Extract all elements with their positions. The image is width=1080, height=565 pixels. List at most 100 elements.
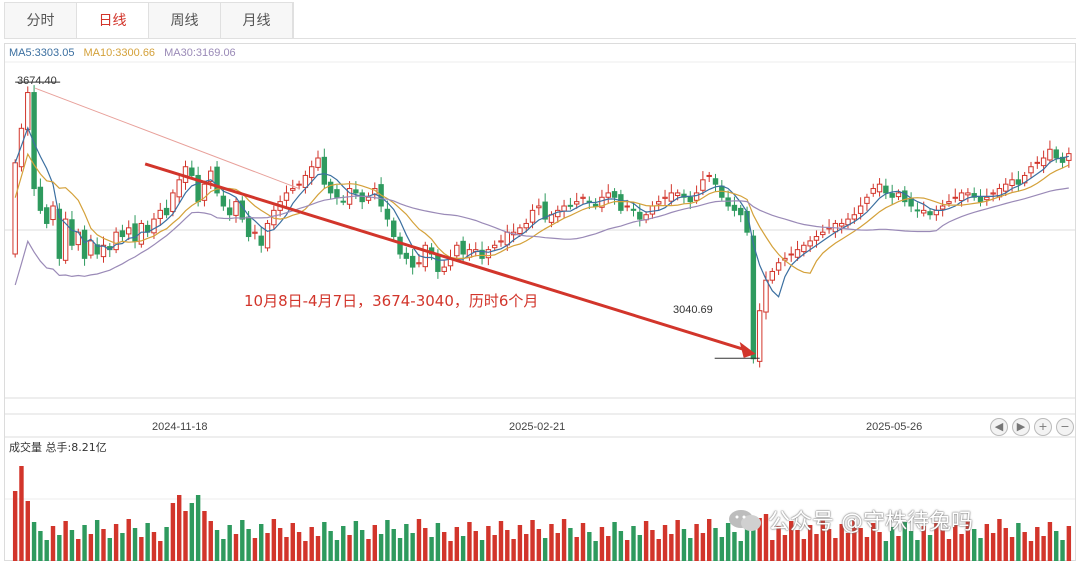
volume-bar bbox=[1016, 523, 1021, 561]
volume-bar bbox=[902, 522, 908, 561]
candle-body bbox=[838, 222, 845, 227]
volume-bar bbox=[997, 519, 1002, 561]
candle-body bbox=[441, 266, 447, 272]
volume-bar bbox=[410, 533, 415, 561]
volume-bar bbox=[606, 536, 611, 561]
candle-body bbox=[605, 192, 611, 198]
volume-label: 成交量 总手:8.21亿 bbox=[9, 441, 107, 454]
candle-body bbox=[422, 244, 428, 268]
tab-monthly[interactable]: 月线 bbox=[221, 3, 293, 39]
volume-bar bbox=[662, 525, 668, 561]
volume-bar bbox=[934, 521, 939, 561]
volume-bar bbox=[284, 537, 289, 561]
volume-bar bbox=[637, 535, 643, 561]
candle-body bbox=[599, 196, 605, 208]
volume-bar bbox=[309, 527, 314, 561]
candle-body bbox=[163, 207, 170, 216]
volume-bar bbox=[82, 525, 87, 561]
volume-bar bbox=[473, 531, 478, 561]
volume-bar bbox=[404, 524, 409, 561]
candle-body bbox=[170, 192, 176, 212]
volume-bar bbox=[94, 520, 100, 561]
volume-bar bbox=[277, 528, 283, 561]
candle-body bbox=[965, 192, 971, 196]
zoom-in-button[interactable]: + bbox=[1034, 418, 1052, 436]
candle-body bbox=[435, 254, 441, 272]
volume-bar bbox=[877, 532, 882, 561]
candle-body bbox=[731, 204, 738, 211]
candle-body bbox=[914, 209, 921, 212]
candle-body bbox=[416, 262, 422, 265]
candle-body bbox=[359, 192, 365, 203]
volume-bar bbox=[593, 541, 598, 561]
volume-bar bbox=[492, 535, 497, 561]
volume-bar bbox=[246, 529, 251, 561]
volume-bar bbox=[435, 523, 441, 561]
volume-bar bbox=[296, 532, 302, 561]
candle-body bbox=[813, 236, 820, 241]
volume-bar bbox=[1066, 526, 1072, 561]
volume-bar bbox=[530, 520, 535, 561]
candle-body bbox=[902, 190, 908, 203]
candle-body bbox=[895, 192, 902, 198]
candle-body bbox=[927, 211, 933, 216]
candle-body bbox=[308, 166, 315, 178]
volume-bar bbox=[151, 532, 157, 561]
candle-body bbox=[43, 207, 50, 224]
candle-body bbox=[245, 216, 252, 238]
volume-bar bbox=[776, 526, 781, 561]
volume-bar bbox=[271, 519, 277, 561]
candle-body bbox=[94, 244, 100, 255]
volume-bar bbox=[700, 533, 706, 561]
volume-bar bbox=[189, 503, 195, 561]
candle-body bbox=[971, 193, 977, 198]
trend-annotation: 10月8日-4月7日，3674-3040，历时6个月 bbox=[244, 292, 539, 310]
volume-bar bbox=[38, 531, 43, 561]
volume-bar bbox=[517, 525, 523, 561]
volume-bar bbox=[454, 527, 460, 561]
candle-body bbox=[775, 262, 782, 271]
candle-body bbox=[693, 192, 700, 201]
volume-bar bbox=[107, 538, 113, 561]
scroll-right-button[interactable]: ▶ bbox=[1012, 418, 1030, 436]
volume-bar bbox=[25, 501, 30, 561]
volume-bar bbox=[170, 503, 176, 561]
zoom-out-button[interactable]: − bbox=[1056, 418, 1074, 436]
volume-bar bbox=[391, 529, 396, 561]
candle-body bbox=[69, 219, 75, 246]
candle-body bbox=[498, 240, 504, 243]
volume-bar bbox=[233, 534, 239, 561]
volume-bar bbox=[120, 533, 125, 561]
tab-daily[interactable]: 日线 bbox=[77, 3, 149, 39]
ma10-line bbox=[14, 152, 1070, 274]
candle-body bbox=[321, 156, 328, 185]
scroll-left-button[interactable]: ◀ bbox=[990, 418, 1008, 436]
volume-bar bbox=[158, 541, 163, 561]
tab-weekly[interactable]: 周线 bbox=[149, 3, 221, 39]
volume-bar bbox=[63, 521, 68, 561]
candle-body bbox=[290, 188, 296, 191]
volume-bar bbox=[751, 522, 756, 561]
volume-bar bbox=[757, 518, 762, 561]
candle-body bbox=[794, 249, 801, 258]
volume-bar bbox=[871, 523, 876, 561]
volume-bar bbox=[915, 540, 920, 561]
candle-body bbox=[37, 186, 44, 211]
volume-bar bbox=[650, 530, 655, 561]
volume-bar bbox=[580, 523, 586, 561]
volume-bar bbox=[511, 539, 516, 561]
x-tick-label: 2025-05-26 bbox=[866, 421, 923, 433]
candle-body bbox=[176, 179, 182, 198]
candle-body bbox=[624, 205, 630, 208]
candle-body bbox=[561, 205, 567, 212]
tab-intraday[interactable]: 分时 bbox=[5, 3, 77, 39]
candle-body bbox=[668, 192, 675, 202]
ma10-label: MA10:3300.66 bbox=[83, 47, 156, 59]
volume-bar bbox=[795, 530, 800, 561]
volume-bar bbox=[1022, 532, 1027, 561]
volume-bar bbox=[524, 534, 529, 561]
period-tabs: 分时 日线 周线 月线 bbox=[4, 2, 294, 39]
volume-bar bbox=[574, 537, 579, 561]
volume-bar bbox=[334, 540, 340, 561]
